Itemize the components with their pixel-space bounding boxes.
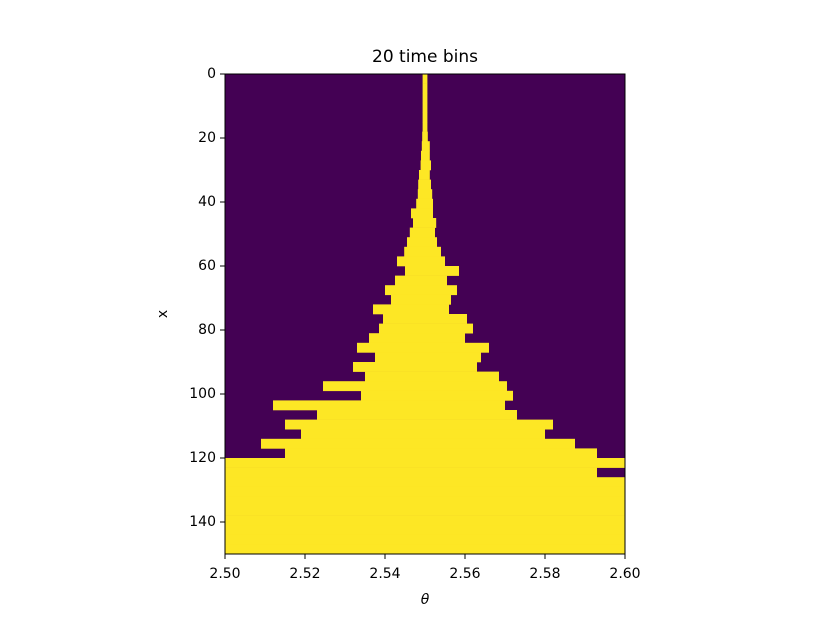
interval	[413, 218, 437, 228]
interval	[375, 352, 481, 363]
interval	[421, 150, 430, 161]
interval	[417, 189, 433, 200]
interval	[225, 534, 625, 545]
interval	[225, 496, 625, 507]
x-tick-label: 2.56	[449, 566, 480, 582]
interval	[411, 208, 433, 219]
chart-title: 20 time bins	[372, 47, 478, 67]
interval	[369, 333, 465, 344]
interval	[373, 304, 449, 315]
interval	[365, 371, 499, 382]
interval	[409, 227, 435, 238]
y-tick-label: 0	[207, 66, 216, 82]
interval	[285, 419, 553, 430]
interval	[261, 438, 575, 449]
interval	[225, 544, 625, 555]
interval	[404, 246, 441, 257]
interval	[422, 74, 428, 84]
x-tick-label: 2.54	[369, 566, 400, 582]
interval	[418, 179, 431, 190]
interval	[225, 506, 625, 516]
x-tick-label: 2.58	[529, 566, 560, 582]
interval	[391, 294, 451, 305]
interval	[397, 256, 445, 267]
x-tick-label: 2.60	[609, 566, 640, 582]
interval	[317, 410, 517, 420]
interval	[405, 266, 459, 276]
interval	[301, 429, 545, 440]
interval	[422, 93, 428, 104]
y-tick-label: 20	[198, 130, 216, 146]
interval	[422, 131, 428, 142]
x-tick-label: 2.50	[209, 566, 240, 582]
interval	[225, 486, 625, 497]
y-tick-label: 80	[198, 322, 216, 338]
interval	[353, 362, 477, 372]
interval	[379, 323, 473, 334]
y-tick-label: 100	[189, 386, 216, 402]
interval	[225, 458, 625, 468]
plot-frame	[224, 73, 626, 555]
interval	[422, 122, 428, 132]
interval	[422, 112, 428, 123]
interval	[419, 170, 430, 180]
interval	[225, 467, 597, 478]
interval	[416, 198, 433, 209]
interval	[273, 400, 505, 411]
y-axis-label: x	[155, 310, 171, 318]
interval	[357, 342, 489, 353]
interval	[285, 448, 597, 459]
interval	[383, 314, 467, 324]
interval	[407, 237, 437, 248]
interval	[395, 275, 447, 286]
interval	[361, 390, 513, 401]
interval	[420, 160, 431, 171]
interval	[421, 141, 430, 152]
x-tick-label: 2.52	[289, 566, 320, 582]
interval	[323, 381, 507, 392]
y-tick-label: 60	[198, 258, 216, 274]
interval	[385, 285, 457, 296]
interval	[225, 515, 625, 526]
interval	[422, 102, 428, 113]
y-tick-label: 40	[198, 194, 216, 210]
interval	[225, 477, 625, 488]
interval	[422, 83, 428, 94]
interval	[225, 525, 625, 536]
y-tick-label: 140	[189, 514, 216, 530]
y-tick-label: 120	[189, 450, 216, 466]
x-axis-label: θ	[421, 592, 430, 608]
